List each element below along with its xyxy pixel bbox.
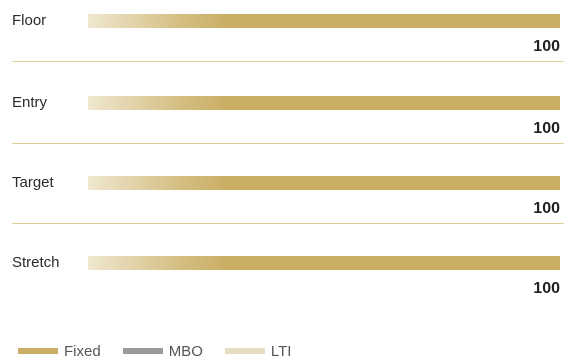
- category-label: Entry: [12, 94, 48, 111]
- total-label: 100: [533, 38, 560, 55]
- total-label: 100: [533, 280, 560, 297]
- legend-swatch: [18, 348, 58, 354]
- bar-track: [88, 14, 560, 28]
- bar-segment: [88, 176, 560, 190]
- bar-track: [88, 176, 560, 190]
- category-label: Stretch: [12, 254, 60, 271]
- row-divider: [12, 223, 564, 224]
- total-label: 100: [533, 200, 560, 217]
- legend-item-mbo[interactable]: MBO: [122, 342, 203, 360]
- chart-row: Floor 100: [12, 4, 564, 68]
- stacked-bar-chart: Floor 100 Entry 100 Target 100 Stretch 1…: [12, 4, 564, 310]
- legend-swatch: [224, 348, 265, 354]
- legend-label: MBO: [168, 342, 203, 360]
- total-label: 100: [533, 120, 560, 137]
- legend-swatch: [122, 348, 163, 354]
- category-label: Target: [12, 174, 54, 191]
- chart-row: Entry 100: [12, 86, 564, 150]
- legend-item-fixed[interactable]: Fixed: [18, 343, 101, 360]
- chart-row: Stretch 100: [12, 246, 560, 310]
- chart-legend: Fixed MBO LTI: [18, 342, 313, 360]
- legend-label: LTI: [270, 342, 292, 360]
- legend-label: Fixed: [64, 342, 101, 360]
- bar-segment: [88, 96, 560, 110]
- bar-segment: [88, 256, 560, 270]
- row-divider: [12, 143, 564, 144]
- chart-row: Target 100: [12, 166, 564, 230]
- legend-item-lti[interactable]: LTI: [224, 342, 292, 360]
- row-divider: [12, 61, 564, 62]
- bar-track: [88, 256, 560, 270]
- bar-track: [88, 96, 560, 110]
- category-label: Floor: [12, 12, 47, 29]
- bar-segment: [88, 14, 560, 28]
